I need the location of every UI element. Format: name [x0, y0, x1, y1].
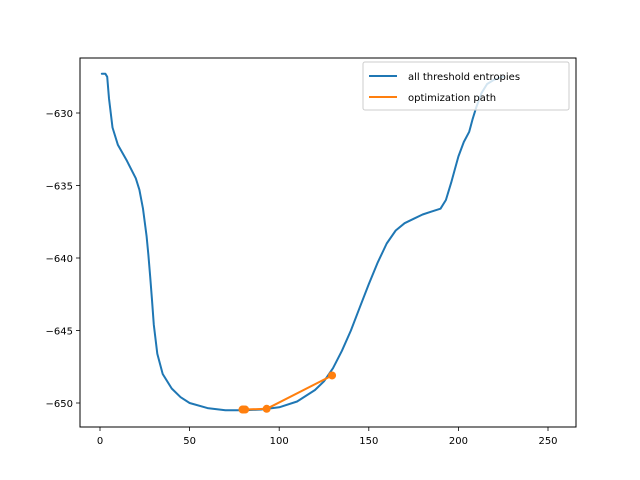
x-tick-label: 50 [183, 436, 196, 447]
legend-label-optimization-path: optimization path [408, 93, 496, 104]
x-tick-label: 200 [449, 436, 468, 447]
y-tick-label: −630 [46, 109, 73, 120]
x-tick-label: 100 [270, 436, 289, 447]
optimization-point-marker [239, 405, 248, 414]
legend: all threshold entropies optimization pat… [362, 61, 570, 111]
optimization-point-marker [262, 404, 271, 413]
y-tick-label: −640 [46, 254, 73, 265]
x-tick-label: 0 [97, 436, 103, 447]
x-tick-label: 150 [359, 436, 378, 447]
y-axis: −630 −635 −640 −645 −650 [46, 109, 80, 410]
series-layer [100, 72, 505, 414]
y-tick-label: −635 [46, 182, 73, 193]
y-tick-label: −650 [46, 399, 73, 410]
optimization-point-marker [328, 371, 337, 380]
series-line-all-threshold-entropies [100, 72, 505, 412]
plot-area: 0 50 100 150 200 250 −630 −635 −640 −645 −650 [46, 57, 577, 447]
y-tick-label: −645 [46, 327, 73, 338]
legend-box [362, 61, 570, 111]
x-tick-label: 250 [538, 436, 557, 447]
x-axis: 0 50 100 150 200 250 [97, 427, 558, 447]
axes-frame [79, 57, 577, 428]
legend-label-all-threshold-entropies: all threshold entropies [408, 72, 520, 83]
